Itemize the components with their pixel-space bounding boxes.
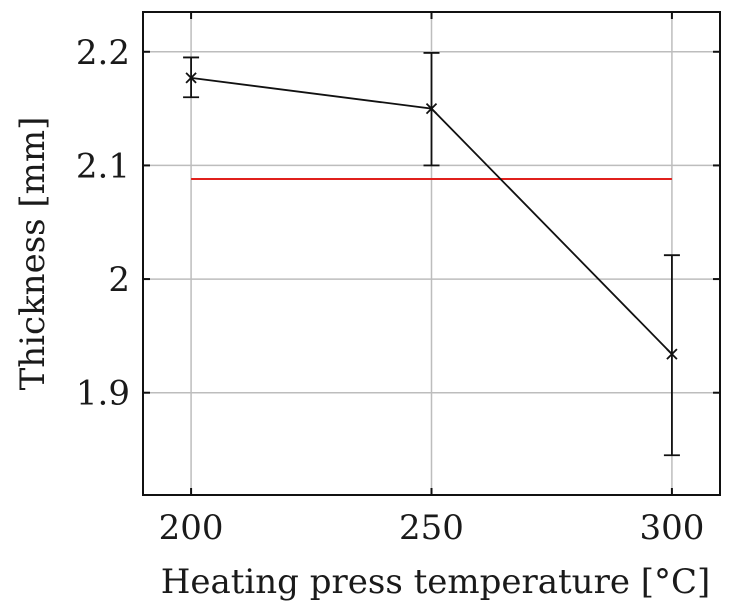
y-axis-label: Thickness [mm] [13, 117, 53, 391]
data-point-marker [666, 348, 678, 360]
y-tick-label: 2.2 [76, 33, 130, 73]
data-point-marker [425, 102, 438, 115]
x-tick-label: 300 [639, 508, 704, 548]
y-tick-label: 1.9 [76, 374, 130, 414]
y-tick-labels: 1.9 2 2.1 2.2 [76, 33, 130, 414]
x-tick-labels: 200 250 300 [159, 508, 705, 548]
x-tick-label: 250 [399, 508, 464, 548]
x-tick-label: 200 [159, 508, 224, 548]
y-tick-label: 2.1 [76, 146, 130, 186]
series-group [183, 52, 680, 457]
x-axis-label: Heating press temperature [°C] [161, 562, 711, 602]
data-point-marker [185, 72, 197, 84]
y-tick-label: 2 [108, 260, 130, 300]
plot-frame [142, 11, 721, 496]
